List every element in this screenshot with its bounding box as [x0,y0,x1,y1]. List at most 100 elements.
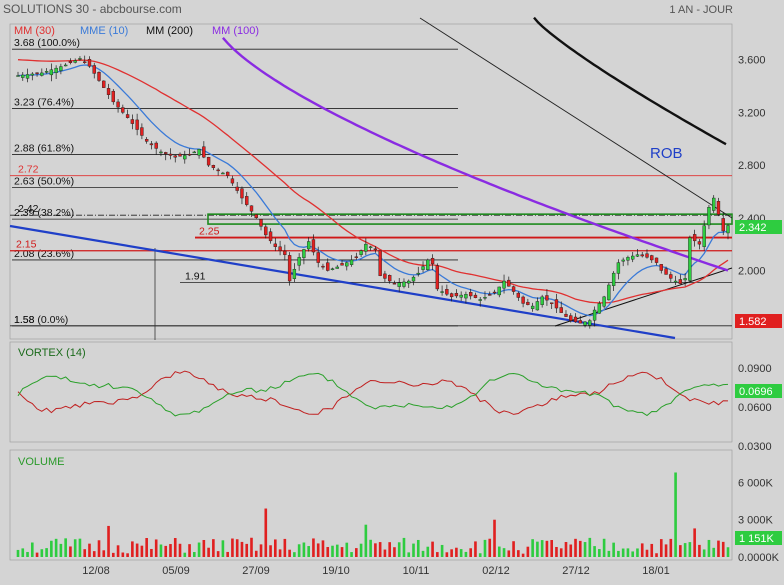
volume-bar [702,549,706,557]
candle-body [483,297,487,299]
volume-bar [64,538,67,557]
fibonacci-label: 3.23 (76.4%) [14,96,74,108]
volume-bar [421,550,425,557]
volume-layer [16,472,730,557]
volume-bar [69,546,72,557]
vortex-tick-label: 0.0600 [738,402,772,414]
green-zone-box [207,213,733,225]
volume-bar [645,549,649,557]
price-tick-label: 2.000 [738,265,766,277]
legend-ma30: MM (30) [14,25,55,37]
candle-body [30,73,34,76]
candle-body [640,254,644,257]
candle-body [40,72,44,76]
volume-bar [464,551,468,557]
price-panel [9,23,733,340]
date-tick-label: 18/01 [642,565,670,577]
candle-body [469,292,473,297]
volume-bar [30,542,34,557]
volume-bar [445,552,449,557]
ma200-line [533,16,727,146]
candle-body [159,151,163,154]
candle-body [426,259,430,271]
volume-bar [335,544,339,557]
candle-body [335,266,339,269]
legend-ma200: MM (200) [146,25,193,37]
volume-last-value: 1 151K [739,533,775,545]
candle-body [583,321,587,326]
volume-bar [321,540,325,557]
volume-bar [169,544,172,557]
candle-body [359,250,363,255]
candle-body [135,119,139,130]
volume-bar [116,545,120,557]
candle-body [297,257,301,266]
candle-body [654,257,659,263]
volume-title: VOLUME [18,456,64,468]
volume-bar [531,539,534,557]
volume-bar [97,540,101,557]
candle-body [692,234,697,242]
candle-body [388,275,392,282]
candle-body [264,226,268,236]
candle-body [554,299,559,309]
candle-body [597,303,602,314]
fibonacci-label: 3.68 (100.0%) [14,37,80,49]
candle-body [454,292,459,297]
candle-body [440,291,444,293]
candle-body [211,164,216,168]
volume-bar [126,553,129,557]
volume-bar [669,538,673,557]
volume-bar [111,552,115,557]
volume-bar [679,545,682,557]
volume-bar [121,552,125,557]
date-tick-label: 19/10 [322,565,350,577]
volume-bar [221,540,225,557]
volume-bar [412,543,415,557]
volume-bar [721,541,725,557]
candle-body [287,255,292,282]
price-layer: 3.68 (100.0%) 3.23 (76.4%) 2.88 (61.8%) 2.6… [9,16,733,340]
candle-body [197,149,201,156]
volume-bar [73,539,77,557]
candle-body [173,155,177,158]
candle-body [292,268,297,279]
ma30-line [17,59,729,304]
candle-body [688,237,692,281]
date-tick-label: 27/09 [242,565,270,577]
candle-body [130,119,135,124]
volume-bar [688,542,692,557]
vortex-negative-line [17,370,729,415]
volume-bar [607,550,611,557]
candle-body [459,294,463,298]
candle-body [102,80,106,88]
candle-body [368,246,373,248]
candle-body [511,286,516,292]
volume-bar [231,538,234,557]
candle-body [502,280,506,289]
candle-body [445,289,449,295]
vortex-title: VORTEX (14) [18,347,86,359]
volume-bar [693,528,696,557]
candle-body [164,152,168,154]
candle-body [569,315,573,321]
candle-body [330,268,335,270]
dash-dot-label: 2.42 [18,203,39,215]
candle-body [430,257,435,265]
candle-body [259,219,263,227]
candle-body [535,301,540,311]
candle-body [707,207,711,226]
volume-bar [564,541,568,557]
candle-body [521,296,525,304]
volume-bar [593,546,596,557]
chart-title: SOLUTIONS 30 - abcbourse.com [3,2,182,16]
candle-body [392,283,397,285]
volume-bar [297,544,301,557]
volume-bar [469,548,472,557]
volume-bar [407,552,411,557]
fibonacci-label: 2.39 (38.2%) [14,207,74,219]
candle-body [669,274,673,279]
volume-bar [488,538,492,557]
volume-bar [288,549,291,557]
volume-bar [440,544,444,557]
